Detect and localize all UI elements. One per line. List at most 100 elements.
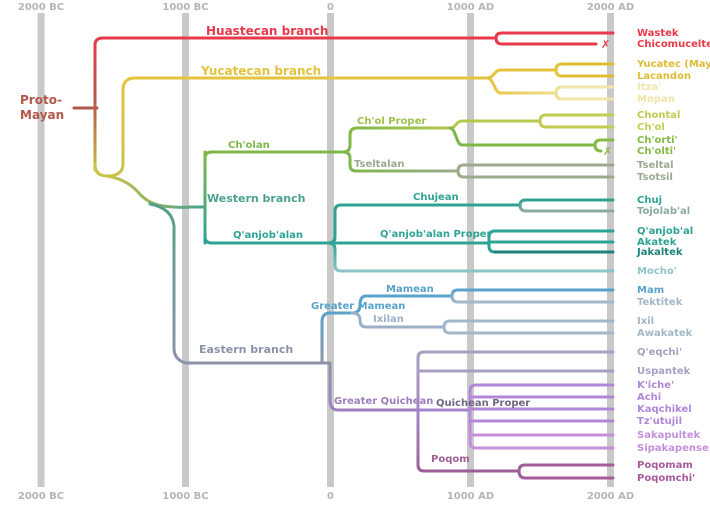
leaf-labels: Wastek Chicomuceltec Yucatec (Maya) Laca…	[636, 28, 710, 484]
tseltalan-feed	[341, 150, 460, 173]
timeline-label-bottom: 0	[327, 491, 334, 502]
western-branch-label: Western branch	[207, 192, 305, 205]
leaf-label-uspantek: Uspantek	[637, 366, 691, 377]
leaf-label-mocho: Mocho'	[637, 266, 677, 277]
cholan-line	[203, 150, 345, 160]
chol-proper-label: Ch'ol Proper	[357, 116, 426, 127]
poqom-bracket	[517, 463, 527, 480]
greater-quichean-feed	[328, 361, 420, 412]
leaf-label-mam: Mam	[637, 285, 664, 296]
extinct-icon: ✗	[603, 145, 612, 158]
ixilan-bracket	[442, 319, 452, 335]
greater-quichean-label: Greater Quichean	[334, 396, 433, 407]
leaf-label-chuj: Chuj	[637, 195, 662, 206]
chol-proper-bracket	[538, 113, 548, 129]
leaf-label-sakapultek: Sakapultek	[637, 430, 701, 441]
chujean-label: Chujean	[413, 192, 459, 203]
leaf-label-achi: Achi	[637, 392, 661, 403]
leaf-label-tojolabal: Tojolab'al	[637, 206, 690, 217]
western-branch-line	[105, 174, 207, 209]
yucatecan-branch-line	[93, 76, 489, 178]
qanjobalan-line	[203, 235, 491, 245]
timeline-label-top: 2000 BC	[18, 2, 64, 13]
timeline-bar	[37, 13, 45, 487]
mamean-bracket	[450, 288, 460, 304]
timeline-bar	[607, 13, 614, 487]
leaf-label-chicomuceltec: Chicomuceltec	[637, 39, 710, 50]
leaf-label-chorti: Ch'orti'	[637, 135, 678, 146]
proto-mayan-label: Proto-	[20, 93, 62, 107]
leaf-label-ixil: Ixil	[637, 316, 654, 327]
tseltalan-bracket	[456, 163, 466, 179]
leaf-label-kiche: K'iche'	[637, 380, 674, 391]
leaf-label-chontal: Chontal	[637, 110, 680, 121]
cholan-up-arm	[341, 126, 452, 154]
leaf-label-chol: Ch'ol	[637, 122, 665, 133]
timeline-label-top: 1000 BC	[162, 2, 208, 13]
leaf-label-wastek: Wastek	[637, 28, 679, 39]
timeline-label-top: 0	[327, 2, 334, 13]
leaf-label-sipakapense: Sipakapense	[637, 443, 709, 454]
leaf-label-itza: Itza'	[637, 82, 661, 93]
itza-mopan-bracket	[554, 85, 564, 101]
ixilan-feed	[350, 311, 446, 329]
chorti-feed	[448, 126, 597, 147]
leaf-label-akatek: Akatek	[637, 237, 677, 248]
yucatec-lacandon-feed	[485, 68, 558, 80]
leaf-label-cholti: Ch'olti'	[637, 146, 676, 157]
cholan-label: Ch'olan	[228, 140, 270, 151]
huastecan-branch-label: Huastecan branch	[206, 24, 328, 38]
timeline-bar	[182, 13, 189, 487]
leaf-label-tzutujil: Tz'utujil	[637, 416, 682, 427]
leaf-label-qeqchi: Q'eqchi'	[637, 347, 682, 358]
timeline-label-bottom: 2000 BC	[18, 491, 64, 502]
greater-mamean-label: Greater Mamean	[311, 301, 405, 312]
leaf-label-kaqchikel: Kaqchikel	[637, 404, 692, 415]
timeline-label-bottom: 1000 BC	[162, 491, 208, 502]
chol-proper-feed	[448, 119, 542, 130]
leaf-label-mopan: Mopan	[637, 94, 675, 105]
timeline-label-bottom: 1000 AD	[447, 491, 494, 502]
tseltalan-label: Tseltalan	[354, 159, 404, 170]
eastern-branch-line	[148, 202, 332, 365]
yucatec-lacandon-bracket	[554, 62, 564, 78]
proto-mayan-label: Mayan	[20, 108, 64, 122]
ixilan-label: Ixilan	[373, 314, 404, 325]
mocho-line	[326, 241, 615, 273]
qanjobalan-label: Q'anjob'alan	[233, 230, 303, 241]
tree-lines	[72, 31, 615, 480]
itza-mopan-feed	[485, 76, 558, 95]
timeline-label-top: 1000 AD	[447, 2, 494, 13]
mamean-label: Mamean	[386, 284, 434, 295]
greater-mamean-feed	[320, 311, 356, 365]
leaf-label-awakatek: Awakatek	[637, 328, 693, 339]
eastern-branch-label: Eastern branch	[199, 343, 293, 356]
extinct-icon: ✗	[601, 38, 610, 51]
timeline-label-bottom: 2000 AD	[587, 491, 634, 502]
chujean-bracket	[518, 198, 528, 213]
chorti-bracket	[593, 138, 603, 153]
leaf-label-qanjobal: Q'anjob'al	[637, 226, 693, 237]
leaf-label-poqomchi: Poqomchi'	[637, 473, 695, 484]
qanjobalan-proper-label: Q'anjob'alan Proper	[380, 229, 492, 240]
leaf-label-poqomam: Poqomam	[637, 460, 693, 471]
timeline: 2000 BC 1000 BC 0 1000 AD 2000 AD 2000 B…	[18, 2, 634, 502]
quichean-proper-bracket	[468, 383, 478, 450]
leaf-label-tseltal: Tseltal	[637, 160, 674, 171]
branch-labels: Proto- Mayan Huastecan branch Yucatecan …	[20, 24, 530, 465]
leaf-label-lacandon: Lacandon	[637, 71, 691, 82]
timeline-bar	[327, 13, 334, 487]
trunk-huastecan-line	[93, 36, 498, 172]
quichean-proper-label: Quichean Proper	[436, 398, 530, 409]
huastecan-bracket	[494, 31, 504, 46]
leaf-label-jakaltek: Jakaltek	[636, 247, 683, 258]
timeline-label-top: 2000 AD	[587, 2, 634, 13]
leaf-label-tektitek: Tektitek	[637, 297, 683, 308]
yucatecan-branch-label: Yucatecan branch	[200, 64, 321, 78]
poqom-label: Poqom	[431, 454, 470, 465]
leaf-label-tsotsil: Tsotsil	[637, 172, 673, 183]
timeline-bar	[467, 13, 474, 487]
leaf-label-yucatec: Yucatec (Maya)	[636, 59, 710, 70]
